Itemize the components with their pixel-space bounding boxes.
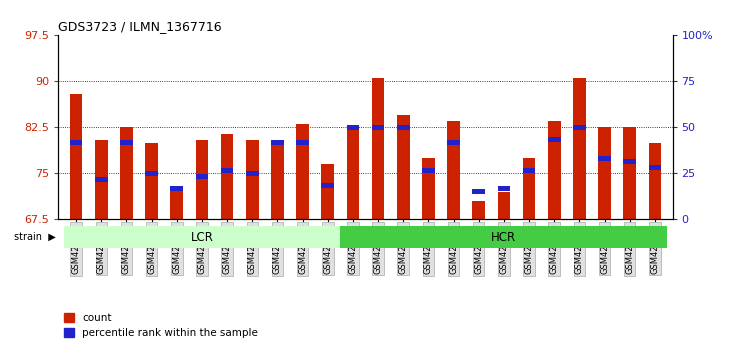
Text: HCR: HCR — [491, 231, 517, 244]
Bar — [346, 127, 359, 219]
Bar — [598, 156, 611, 161]
Bar — [573, 78, 586, 219]
Bar — [296, 124, 309, 219]
Bar — [447, 140, 460, 145]
Bar — [95, 140, 107, 219]
Bar — [170, 186, 183, 191]
Bar — [296, 140, 309, 145]
Bar — [573, 125, 586, 130]
Bar — [397, 125, 409, 130]
Bar — [447, 121, 460, 219]
Bar — [648, 165, 662, 170]
Bar — [322, 164, 334, 219]
Text: GDS3723 / ILMN_1367716: GDS3723 / ILMN_1367716 — [58, 20, 222, 33]
Bar — [372, 125, 385, 130]
Bar — [548, 121, 561, 219]
Bar — [624, 127, 636, 219]
Bar — [422, 158, 435, 219]
Text: LCR: LCR — [191, 231, 213, 244]
Bar — [271, 140, 284, 219]
Bar — [196, 140, 208, 219]
Bar — [346, 125, 359, 130]
Bar — [271, 140, 284, 145]
Bar — [196, 174, 208, 179]
Bar — [648, 143, 662, 219]
Bar — [246, 140, 259, 219]
Bar — [145, 143, 158, 219]
Bar — [397, 115, 409, 219]
Text: strain  ▶: strain ▶ — [14, 232, 56, 242]
Bar — [69, 94, 83, 219]
Legend: count, percentile rank within the sample: count, percentile rank within the sample — [64, 313, 258, 338]
Bar — [64, 226, 341, 249]
Bar — [145, 171, 158, 176]
Bar — [548, 137, 561, 142]
Bar — [498, 192, 510, 219]
Bar — [422, 168, 435, 173]
Bar — [246, 171, 259, 176]
Bar — [598, 127, 611, 219]
Bar — [120, 140, 133, 145]
Bar — [523, 158, 535, 219]
Bar — [95, 177, 107, 182]
Bar — [523, 168, 535, 173]
Bar — [69, 140, 83, 145]
Bar — [624, 159, 636, 164]
Bar — [341, 226, 667, 249]
Bar — [120, 127, 133, 219]
Bar — [498, 186, 510, 191]
Bar — [170, 189, 183, 219]
Bar — [221, 133, 233, 219]
Bar — [221, 168, 233, 173]
Bar — [472, 189, 485, 194]
Bar — [472, 201, 485, 219]
Bar — [372, 78, 385, 219]
Bar — [322, 183, 334, 188]
